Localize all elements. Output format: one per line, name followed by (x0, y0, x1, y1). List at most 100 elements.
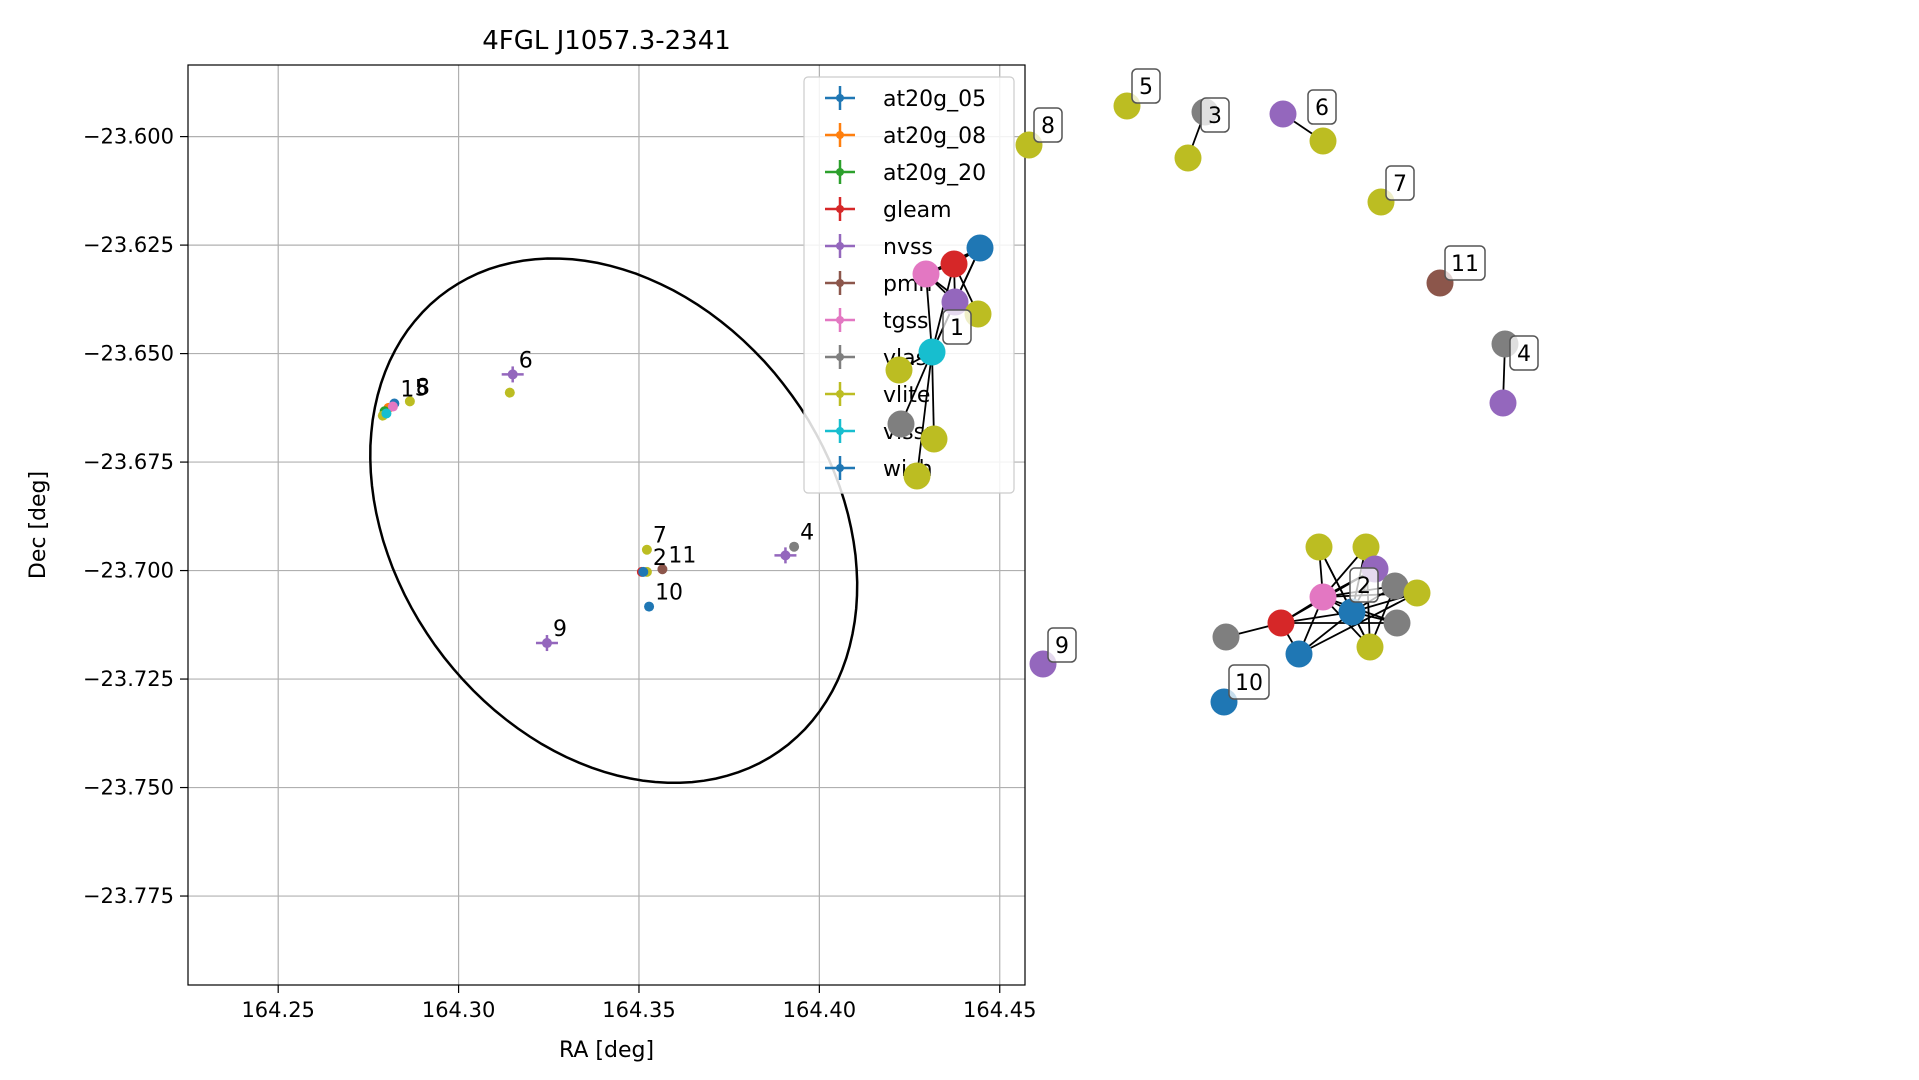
legend-label: at20g_05 (883, 87, 986, 112)
network-node (887, 410, 915, 438)
legend-marker-dot (836, 316, 844, 324)
legend-entry-gleam: gleam (825, 197, 952, 223)
network-label-box (1307, 89, 1337, 125)
network-node (1309, 127, 1337, 155)
network-node (1489, 389, 1517, 417)
y-axis-label: Dec [deg] (26, 471, 51, 579)
network-label-box (1444, 245, 1486, 281)
network-node (1352, 533, 1380, 561)
network-node (912, 260, 940, 288)
legend-box (803, 76, 1015, 494)
network-node (1285, 640, 1313, 668)
network-node (1338, 598, 1366, 626)
network-label: 4 (1509, 335, 1539, 371)
annotation-label: 10 (655, 581, 683, 606)
data-point-nvss (774, 547, 797, 564)
legend-entry-vlite: vlite (825, 382, 930, 408)
data-point-wish (644, 601, 655, 612)
network-label-text: 4 (1517, 342, 1531, 367)
network-label-box (1033, 107, 1063, 143)
network-label-box (1131, 68, 1161, 104)
network-label-text: 9 (1055, 634, 1069, 659)
network-node (1269, 100, 1297, 128)
network-label: 10 (1228, 664, 1270, 700)
network-label-box (1047, 627, 1077, 663)
y-axis-ticks: −23.600 −23.625 −23.650 −23.675 −23.700 −23.7… (83, 125, 188, 908)
legend-entry-tgss: tgss (825, 308, 929, 334)
network-node (1174, 144, 1202, 172)
legend-label: nvss (883, 235, 933, 260)
x-tick-label: 164.35 (602, 998, 675, 1022)
legend-marker-dot (836, 168, 844, 176)
network-label-text: 10 (1235, 671, 1263, 696)
network-label-box (1349, 567, 1379, 603)
network-label: 1 (942, 309, 972, 345)
legend-label: at20g_08 (883, 124, 986, 149)
annotation-label: 1 (400, 377, 414, 402)
network-node (918, 338, 946, 366)
network-node (1305, 533, 1333, 561)
data-point-nvss (535, 635, 558, 652)
network-label: 7 (1385, 165, 1415, 201)
network-label-text: 11 (1451, 252, 1479, 277)
data-point-vlass (789, 541, 800, 552)
legend: at20g_05at20g_08at20g_20gleamnvsspmntgss… (803, 76, 1015, 494)
network-node (1267, 609, 1295, 637)
data-point-pmn (657, 564, 668, 575)
network-label-text: 6 (1315, 96, 1329, 121)
legend-marker-dot (836, 94, 844, 102)
network-label-text: 3 (1208, 104, 1222, 129)
network-label-box (1200, 97, 1230, 133)
y-tick-label: −23.650 (83, 342, 174, 366)
legend-entry-at20g_08: at20g_08 (825, 123, 986, 149)
legend-label: at20g_20 (883, 161, 986, 186)
network-node (920, 425, 948, 453)
legend-label: vlite (883, 383, 930, 408)
network-edge (916, 351, 933, 477)
annotation-label: 8 (416, 375, 430, 400)
network-label-box (1509, 335, 1539, 371)
x-axis-ticks: 164.25 164.30 164.35 164.40 164.45 (241, 985, 1036, 1022)
y-tick-label: −23.600 (83, 125, 174, 149)
network-node (940, 250, 968, 278)
network-label: 2 (1349, 567, 1379, 603)
network-label-text: 2 (1357, 574, 1371, 599)
network-label: 5 (1131, 68, 1161, 104)
legend-marker-dot (836, 279, 844, 287)
annotation-label: 2 (653, 546, 667, 571)
network-nodes (885, 92, 1519, 716)
x-tick-label: 164.45 (963, 998, 1036, 1022)
x-tick-label: 164.30 (422, 998, 495, 1022)
legend-marker-dot (836, 131, 844, 139)
data-point-vlite (404, 396, 415, 407)
network-node (1403, 579, 1431, 607)
chart-title: 4FGL J1057.3-2341 (482, 26, 731, 56)
legend-marker-dot (836, 427, 844, 435)
legend-marker-dot (836, 242, 844, 250)
network-label-box (942, 309, 972, 345)
network-label: 3 (1200, 97, 1230, 133)
legend-marker-dot (836, 390, 844, 398)
network-node (1309, 583, 1337, 611)
data-point-wish (638, 566, 649, 577)
legend-marker-dot (836, 464, 844, 472)
network-label: 11 (1444, 245, 1486, 281)
annotation-label: 7 (653, 524, 667, 549)
network-edge (931, 351, 935, 440)
network-node (885, 356, 913, 384)
point-annotations: 1 58 6 72 11 4 10 9 (400, 348, 814, 642)
x-axis-label: RA [deg] (559, 1038, 654, 1063)
legend-entry-nvss: nvss (825, 234, 933, 260)
annotation-label: 4 (800, 521, 814, 546)
data-points (377, 366, 800, 652)
y-tick-label: −23.750 (83, 776, 174, 800)
network-label-box (1228, 664, 1270, 700)
network-node (1381, 572, 1409, 600)
x-tick-label: 164.40 (783, 998, 856, 1022)
scatter-plot: 164.25 164.30 164.35 164.40 164.45 −23.600−2… (26, 26, 1036, 1063)
network-label-text: 1 (950, 316, 964, 341)
annotation-label: 5 (415, 377, 429, 402)
network-label-text: 5 (1139, 75, 1153, 100)
network-label: 9 (1047, 627, 1077, 663)
